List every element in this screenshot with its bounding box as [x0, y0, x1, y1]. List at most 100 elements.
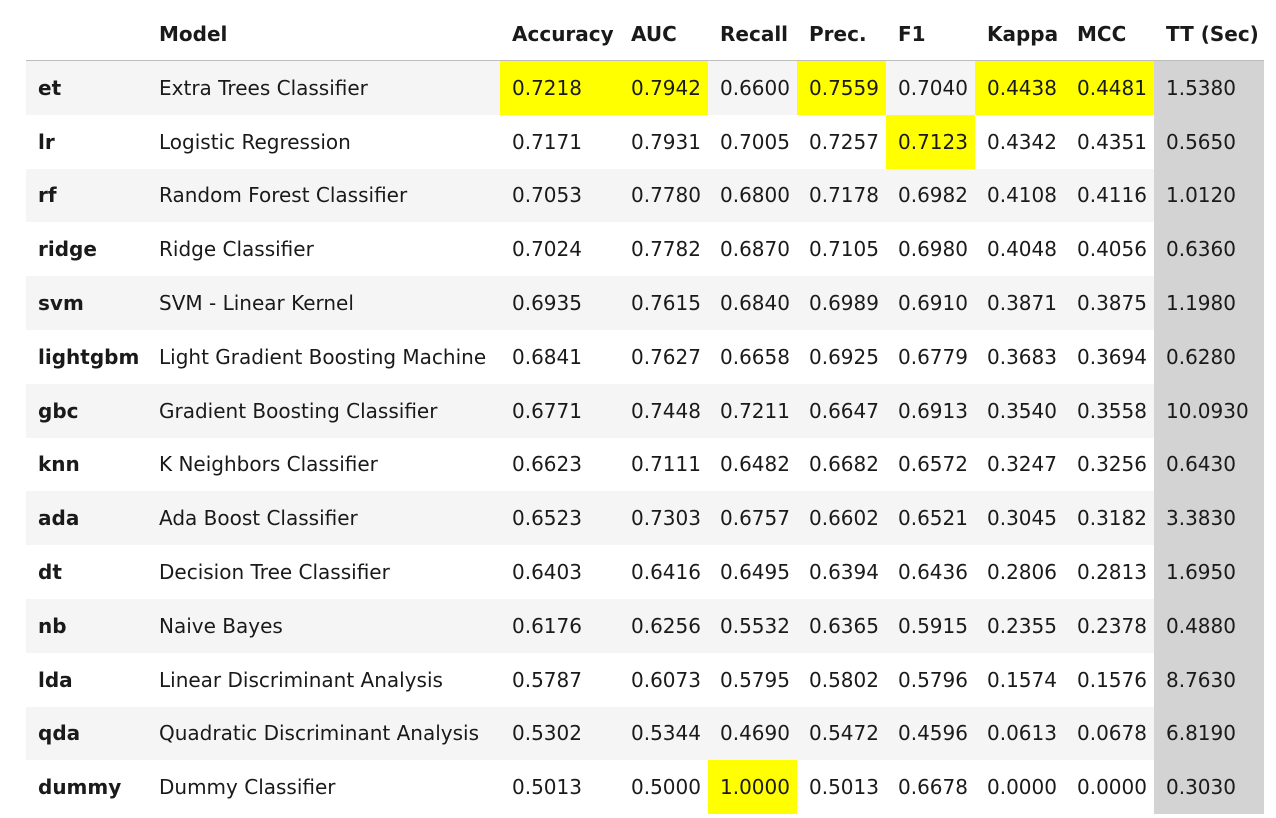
table-body: et Extra Trees Classifier 0.7218 0.7942 0.66…: [26, 60, 1264, 815]
cell-accuracy: 0.6771: [500, 383, 619, 438]
table-row: svm SVM - Linear Kernel 0.6935 0.7615 0.6840…: [26, 276, 1264, 330]
cell-mcc: 0.3875: [1065, 276, 1154, 330]
cell-recall: 0.6840: [708, 276, 797, 330]
cell-auc: 0.6256: [619, 598, 708, 653]
cell-model: Naive Bayes: [147, 598, 500, 653]
table-row: gbc Gradient Boosting Classifier 0.6771 0.7…: [26, 383, 1264, 438]
cell-kappa: 0.4048: [975, 222, 1065, 277]
cell-prec: 0.6682: [797, 437, 886, 492]
header-mcc: MCC: [1065, 8, 1154, 61]
header-model: Model: [147, 8, 500, 61]
cell-auc: 0.5000: [619, 760, 708, 815]
cell-auc: 0.7627: [619, 329, 708, 384]
cell-model: Ridge Classifier: [147, 222, 500, 277]
cell-id: ada: [26, 491, 147, 546]
table-row: lightgbm Light Gradient Boosting Machine 0…: [26, 329, 1264, 384]
cell-id: nb: [26, 598, 147, 653]
cell-f1: 0.5796: [886, 652, 975, 707]
cell-prec: 0.6394: [797, 545, 886, 599]
cell-f1: 0.6436: [886, 545, 975, 599]
cell-auc: 0.6073: [619, 652, 708, 707]
cell-id: lightgbm: [26, 329, 147, 384]
cell-kappa: 0.3247: [975, 437, 1065, 492]
table-row: rf Random Forest Classifier 0.7053 0.7780 0.…: [26, 168, 1264, 223]
table-row: qda Quadratic Discriminant Analysis 0.5302…: [26, 706, 1264, 761]
table-row: dummy Dummy Classifier 0.5013 0.5000 1.0000 0…: [26, 760, 1264, 815]
cell-kappa: 0.3683: [975, 329, 1065, 384]
cell-tt-sec: 8.7630: [1154, 652, 1264, 707]
cell-auc: 0.5344: [619, 706, 708, 761]
cell-f1: 0.6678: [886, 760, 975, 815]
cell-recall: 0.4690: [708, 706, 797, 761]
table-row: lr Logistic Regression 0.7171 0.7931 0.7005 0…: [26, 114, 1264, 169]
cell-kappa: 0.1574: [975, 652, 1065, 707]
cell-prec: 0.7257: [797, 114, 886, 169]
header-row: Model Accuracy AUC Recall Prec. F1 Kappa…: [26, 8, 1264, 61]
cell-id: ridge: [26, 222, 147, 277]
cell-mcc: 0.3182: [1065, 491, 1154, 546]
cell-model: SVM - Linear Kernel: [147, 276, 500, 330]
cell-id: et: [26, 60, 147, 115]
cell-accuracy: 0.5302: [500, 706, 619, 761]
header-recall: Recall: [708, 8, 797, 61]
cell-accuracy: 0.6523: [500, 491, 619, 546]
cell-mcc: 0.4116: [1065, 168, 1154, 223]
cell-recall: 0.6600: [708, 60, 797, 115]
cell-tt-sec: 1.1980: [1154, 276, 1264, 330]
cell-model: Gradient Boosting Classifier: [147, 383, 500, 438]
header-tt-sec: TT (Sec): [1154, 8, 1264, 61]
cell-auc: 0.6416: [619, 545, 708, 599]
cell-prec: 0.6602: [797, 491, 886, 546]
cell-recall: 0.7211: [708, 383, 797, 438]
cell-tt-sec: 6.8190: [1154, 706, 1264, 761]
cell-prec: 0.5472: [797, 706, 886, 761]
table-row: ada Ada Boost Classifier 0.6523 0.7303 0.675…: [26, 491, 1264, 546]
cell-recall: 0.5532: [708, 598, 797, 653]
header-accuracy: Accuracy: [500, 8, 619, 61]
cell-auc: 0.7931: [619, 114, 708, 169]
cell-auc: 0.7782: [619, 222, 708, 277]
model-comparison-table: Model Accuracy AUC Recall Prec. F1 Kappa…: [26, 8, 1264, 815]
cell-id: dummy: [26, 760, 147, 815]
cell-recall: 0.5795: [708, 652, 797, 707]
cell-auc: 0.7780: [619, 168, 708, 223]
header-index: [26, 8, 147, 61]
cell-mcc: 0.0678: [1065, 706, 1154, 761]
cell-auc: 0.7111: [619, 437, 708, 492]
cell-accuracy: 0.6623: [500, 437, 619, 492]
cell-kappa: 0.4342: [975, 114, 1065, 169]
cell-model: Extra Trees Classifier: [147, 60, 500, 115]
cell-f1: 0.6910: [886, 276, 975, 330]
cell-f1: 0.6572: [886, 437, 975, 492]
cell-f1: 0.6521: [886, 491, 975, 546]
header-kappa: Kappa: [975, 8, 1065, 61]
cell-model: Quadratic Discriminant Analysis: [147, 706, 500, 761]
cell-accuracy: 0.6841: [500, 329, 619, 384]
cell-auc: 0.7942: [619, 60, 708, 115]
cell-tt-sec: 1.0120: [1154, 168, 1264, 223]
cell-model: Ada Boost Classifier: [147, 491, 500, 546]
cell-kappa: 0.3540: [975, 383, 1065, 438]
model-comparison-table-container: Model Accuracy AUC Recall Prec. F1 Kappa…: [26, 8, 1264, 815]
cell-accuracy: 0.7053: [500, 168, 619, 223]
cell-mcc: 0.2378: [1065, 598, 1154, 653]
cell-kappa: 0.4108: [975, 168, 1065, 223]
table-row: et Extra Trees Classifier 0.7218 0.7942 0.66…: [26, 60, 1264, 115]
cell-prec: 0.5013: [797, 760, 886, 815]
cell-tt-sec: 0.4880: [1154, 598, 1264, 653]
cell-model: Linear Discriminant Analysis: [147, 652, 500, 707]
cell-prec: 0.5802: [797, 652, 886, 707]
cell-mcc: 0.4351: [1065, 114, 1154, 169]
cell-accuracy: 0.6176: [500, 598, 619, 653]
cell-kappa: 0.2806: [975, 545, 1065, 599]
cell-id: qda: [26, 706, 147, 761]
cell-tt-sec: 0.3030: [1154, 760, 1264, 815]
cell-tt-sec: 10.0930: [1154, 383, 1264, 438]
cell-accuracy: 0.6403: [500, 545, 619, 599]
cell-mcc: 0.3694: [1065, 329, 1154, 384]
cell-mcc: 0.3558: [1065, 383, 1154, 438]
cell-tt-sec: 0.6430: [1154, 437, 1264, 492]
cell-auc: 0.7303: [619, 491, 708, 546]
cell-model: Light Gradient Boosting Machine: [147, 329, 500, 384]
table-header: Model Accuracy AUC Recall Prec. F1 Kappa…: [26, 8, 1264, 61]
